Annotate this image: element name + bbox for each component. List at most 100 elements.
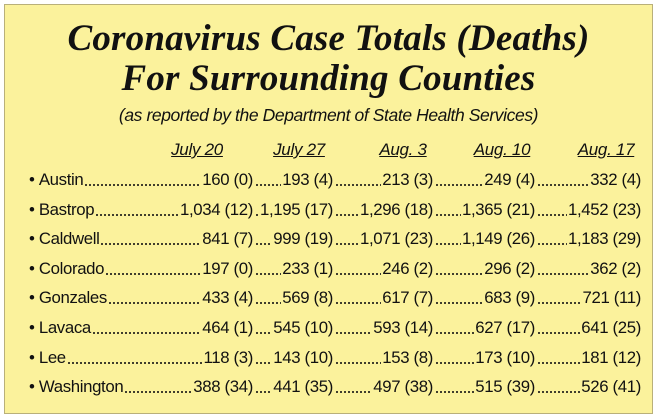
case-value: 1,183 (29) [568,229,641,249]
dot-leader [66,360,203,365]
row-cell: 1,183 (29) [536,226,641,252]
dot-leader [335,301,382,306]
dot-leader [105,271,202,276]
dot-leader [435,271,484,276]
row-cell: 1,296 (18) [334,197,433,223]
case-value: 362 (2) [590,258,641,278]
case-value: 1,071 (23) [360,229,433,249]
dot-leader [255,331,273,335]
row-cell: 721 (11) [536,285,641,311]
dot-leader [537,212,567,217]
dot-leader [255,390,273,395]
dot-leader [95,212,179,217]
dot-leader [435,242,461,247]
case-value: 721 (11) [582,288,642,308]
dot-leader [435,331,475,335]
row-cell: Gonzales 433 (4) [29,285,254,311]
row-cell: 641 (25) [536,315,641,341]
case-value: 160 (0) [202,170,253,189]
dot-leader [107,301,202,306]
dot-leader [435,390,475,395]
row-cell: 526 (41) [536,374,641,400]
case-value: 296 (2) [484,258,535,278]
case-value: 545 (10) [273,318,333,337]
row-cell: 545 (10) [254,315,333,341]
county-row: Washington 388 (34) 441 (35) 497 (38) 515 (3… [5,374,652,400]
case-value: 118 (3) [203,347,254,367]
row-cell: Colorado 197 (0) [29,256,254,282]
row-cell: Lavaca 464 (1) [29,315,254,341]
dot-leader [335,212,359,217]
row-cell: 569 (8) [254,285,333,311]
case-totals-card: Coronavirus Case Totals (Deaths) For Sur… [4,4,653,414]
case-value: 1,034 (12) [180,199,253,219]
row-cell: 627 (17) [434,315,535,341]
row-cell: 143 (10) [254,345,333,371]
case-value: 1,296 (18) [360,199,433,219]
subtitle: (as reported by the Department of State … [118,105,539,125]
case-value: 627 (17) [475,318,535,337]
case-value: 249 (4) [484,170,535,189]
county-name: Gonzales [29,285,107,311]
dot-leader [537,390,581,395]
county-name: Bastrop [29,197,95,223]
case-value: 1,365 (21) [462,199,535,219]
dot-leader [84,183,202,187]
dot-leader [537,183,590,187]
county-row: Lavaca 464 (1) 545 (10) 593 (14) 627 (17) 641… [5,315,652,341]
column-header: Aug. 3 [379,140,427,159]
row-cell: 441 (35) [254,374,333,400]
dot-leader [255,242,273,247]
title-line: For Surrounding Counties [121,58,536,99]
dot-leader [91,331,202,335]
case-value: 526 (41) [581,377,641,397]
case-value: 197 (0) [202,258,253,278]
dot-leader [537,271,590,276]
dot-leader [435,301,484,306]
dot-leader [537,242,567,247]
row-cell: 296 (2) [434,256,535,282]
case-value: 153 (8) [382,347,433,367]
case-value: 193 (4) [282,170,333,189]
case-value: 246 (2) [382,258,433,278]
row-cell: Washington 388 (34) [29,374,254,400]
dot-leader [255,271,282,276]
column-header: July 20 [171,140,223,159]
county-name: Austin [29,167,84,193]
column-header: Aug. 10 [473,140,531,159]
row-cell: 249 (4) [434,167,535,193]
case-value: 617 (7) [382,288,433,308]
row-cell: 497 (38) [334,374,433,400]
dot-leader [100,242,202,247]
dot-leader [335,360,382,365]
dot-leader [335,390,373,395]
county-name: Lavaca [29,315,91,341]
title-line: Coronavirus Case Totals (Deaths) [67,18,590,59]
column-header: Aug. 17 [577,140,635,159]
county-row: Caldwell 841 (7) 999 (19) 1,071 (23) 1,149 (… [5,226,652,252]
case-value: 1,452 (23) [568,199,641,219]
row-cell: Lee 118 (3) [29,345,254,371]
row-cell: Caldwell 841 (7) [29,226,254,252]
county-row: Bastrop 1,034 (12) 1,195 (17) 1,296 (18) 1,3… [5,197,652,223]
row-cell: 181 (12) [536,345,641,371]
column-header: July 27 [273,140,325,159]
dot-leader [537,331,581,335]
dot-leader [255,360,273,365]
row-cell: 617 (7) [334,285,433,311]
case-value: 593 (14) [373,318,433,337]
row-cell: 173 (10) [434,345,535,371]
case-value: 1,195 (17) [260,199,333,219]
dot-leader [435,212,461,217]
case-value: 213 (3) [382,170,433,189]
case-value: 464 (1) [202,318,253,337]
dot-leader [255,183,282,187]
county-row: Gonzales 433 (4) 569 (8) 617 (7) 683 (9) 721 … [5,285,652,311]
row-cell: 593 (14) [334,315,433,341]
row-cell: 1,149 (26) [434,226,535,252]
row-cell: 362 (2) [536,256,641,282]
county-name: Caldwell [29,226,100,252]
dot-leader [255,212,259,217]
row-cell: 1,452 (23) [536,197,641,223]
case-value: 143 (10) [273,347,333,367]
